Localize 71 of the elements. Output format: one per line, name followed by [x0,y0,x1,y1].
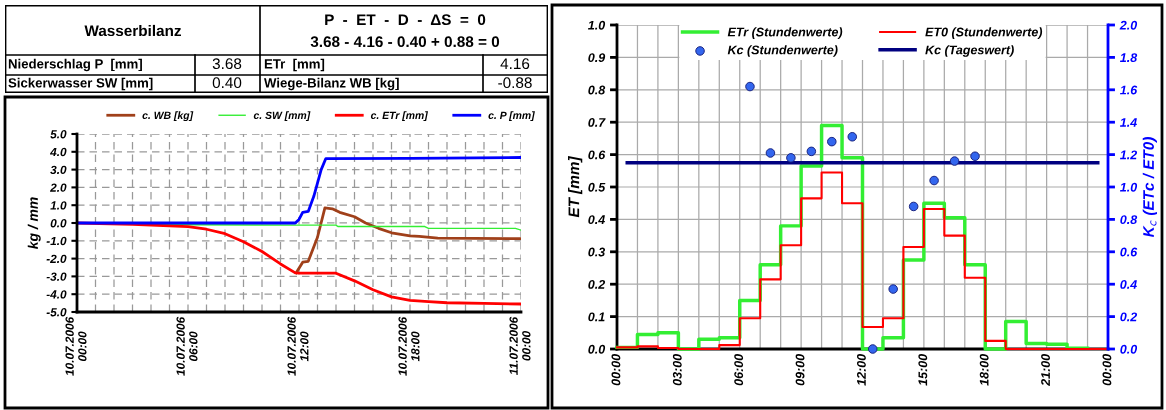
y2-tick-label: 0.4 [1120,280,1137,289]
x-tick-label: 18:00 [979,353,989,386]
y-tick-label: 0.3 [588,247,606,257]
y-tick-label: 1.0 [50,201,67,210]
y-tick-label: -3.0 [46,272,67,281]
text: Wiege-Bilanz WB [kg] [264,77,399,91]
y-tick-label: 0.1 [588,312,605,322]
y-tick-label: 0.6 [588,150,606,160]
legend-label: ETr (Stundenwerte) [727,27,843,39]
y-tick-label: 0.2 [588,280,606,289]
x-tick-label: 10.07.2006 12:00 [287,316,309,376]
text: 3.68 [212,58,242,70]
x-tick-label: 10.07.2006 18:00 [398,316,420,376]
x-tick-label: 21:00 [1041,353,1050,387]
y2-tick-label: 0.2 [1120,312,1138,322]
text: -0.88 [498,77,532,89]
y-tick-label: 0.0 [50,219,67,228]
y-tick-label: 0.5 [588,182,606,192]
y-tick-label: 0.9 [588,53,606,63]
x-tick-label: 12:00 [857,353,866,386]
legend-label: c. WB [kg] [142,111,194,122]
y-tick-label: -1.0 [46,236,67,246]
y2-tick-label: 0.8 [1120,215,1138,225]
y-axis-title: ET [mm] [568,156,583,218]
text: 4.16 [500,58,530,70]
y-tick-label: -5.0 [46,308,67,317]
y-tick-label: 0.0 [588,344,606,354]
y-axis-title: kg / mm [27,197,41,249]
x-tick-label: 09:00 [795,353,805,386]
y2-axis-title: K$_{c}$ (ETc / ET0) [1142,137,1157,238]
legend-label: Kc (Stundenwerte) [727,45,838,57]
x-tick-label: 10.07.2006 06:00 [176,316,198,376]
line-series [77,156,521,225]
y2-tick-label: 1.8 [1120,53,1138,63]
y-tick-label: -2.0 [46,254,67,263]
line-series [294,206,521,275]
x-tick-label: 06:00 [734,353,744,386]
y2-tick-label: 0.0 [1120,344,1138,354]
y2-tick-label: 1.0 [1120,182,1138,192]
y2-tick-label: 0.6 [1120,247,1138,257]
y-tick-label: 3.0 [50,165,67,174]
y-tick-label: 5.0 [50,130,67,139]
text: Niederschlag P [mm] [8,58,142,72]
legend-label: ET0 (Stundenwerte) [925,27,1043,39]
legend-label: Kc (Tageswert) [925,45,1014,57]
legend-label: c. SW [mm] [253,111,311,122]
text: 0.40 [212,77,242,89]
x-tick-label: 00:00 [611,353,621,386]
text: 3.68 - 4.16 - 0.40 + 0.88 = 0 [310,36,500,48]
y-tick-label: 2.0 [49,183,67,192]
text: Sickerwasser SW [mm] [8,77,153,91]
legend-label: c. P [mm] [488,111,535,122]
x-tick-label: 11.07.2006 00:00 [509,316,531,375]
y2-tick-label: 2.0 [1119,20,1138,30]
x-tick-label: 03:00 [672,353,682,386]
y2-tick-label: 1.4 [1120,118,1137,127]
y2-tick-label: 1.6 [1120,85,1138,95]
legend-label: c. ETr [mm] [370,111,429,122]
text: ETr [mm] [264,58,325,72]
x-tick-label: 15:00 [918,353,928,386]
y-tick-label: 1.0 [588,20,606,30]
y2-tick-label: 1.2 [1120,150,1138,160]
y-tick-label: 0.7 [588,118,606,127]
x-tick-label: 00:00 [1102,353,1112,386]
text: P - ET - D - ΔS = 0 [325,14,486,26]
y-tick-label: 0.8 [588,85,606,95]
y-tick-label: -4.0 [46,290,67,299]
y-tick-label: 0.4 [588,215,605,225]
text: Wasserbilanz [84,24,181,37]
y-tick-label: 4.0 [49,147,67,157]
x-tick-label: 10.07.2006 00:00 [65,316,87,376]
